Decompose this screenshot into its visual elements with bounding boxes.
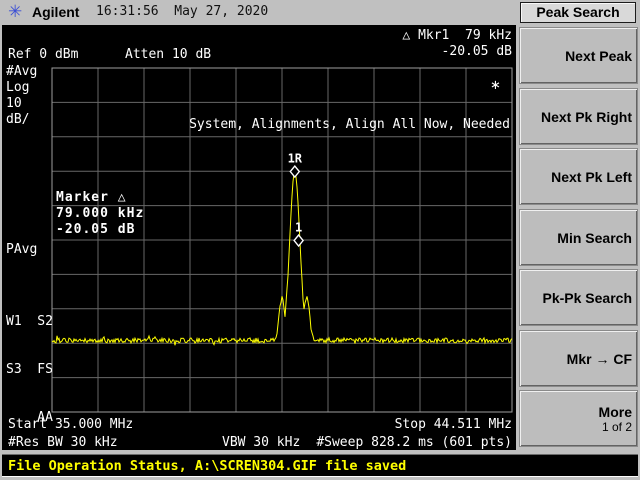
softkey-next-pk-right[interactable]: Next Pk Right (519, 88, 638, 145)
video-bw-label: VBW 30 kHz (222, 435, 301, 450)
softkey-next-pk-left[interactable]: Next Pk Left (519, 148, 638, 205)
softkey-label: Min Search (557, 229, 632, 246)
marker-delta-freq: 79.000 kHz (56, 206, 145, 221)
menu-title: Peak Search (520, 2, 636, 23)
marker-readout-amp: -20.05 dB (441, 44, 512, 59)
softkey-label: Next Pk Right (540, 108, 632, 125)
softkey-min-search[interactable]: Min Search (519, 209, 638, 266)
trace-flag: W1 S2 (6, 314, 53, 329)
system-alignment-message: System, Alignments, Align All Now, Neede… (189, 117, 510, 132)
svg-text:1R: 1R (288, 152, 303, 166)
trace-flag: AA (6, 410, 53, 425)
start-freq-label: Start 35.000 MHz (8, 417, 134, 432)
status-bar: File Operation Status, A:\SCREN304.GIF f… (2, 454, 638, 477)
res-bw-label: #Res BW 30 kHz (8, 435, 118, 450)
ref-level-label: Ref 0 dBm (8, 47, 79, 62)
spectrum-plot: 1R 1 (51, 67, 513, 413)
marker-title: Marker △ (56, 190, 127, 205)
marker-delta-readout-large: Marker △ 79.000 kHz -20.05 dB (56, 190, 144, 238)
lcd-display: 1R 1 △ Mkr1 79 kHz -20.05 dB Ref 0 dBm Att… (2, 25, 516, 473)
agilent-logo-icon: ✳ (8, 2, 23, 22)
softkey-pk-pk-search[interactable]: Pk-Pk Search (519, 269, 638, 326)
stop-freq-label: Stop 44.511 MHz (394, 417, 512, 432)
softkey-label: More (598, 403, 632, 420)
marker-readout: △ Mkr1 79 kHz -20.05 dB (402, 28, 512, 60)
softkey-next-peak[interactable]: Next Peak (519, 27, 638, 84)
uncal-asterisk-icon: ∗ (490, 78, 501, 93)
sweep-time-label: #Sweep 828.2 ms (601 pts) (316, 435, 512, 450)
softkey-label: Mkr → CF (566, 350, 632, 367)
status-message: File Operation Status, A:\SCREN304.GIF f… (8, 458, 407, 474)
softkey-label: Next Pk Left (551, 168, 632, 185)
softkey-label: Next Peak (565, 47, 632, 64)
svg-text:1: 1 (295, 221, 302, 235)
pavg-label: PAvg (6, 242, 38, 257)
softkey-sublabel: 1 of 2 (601, 419, 632, 434)
softkey-mkr-to-cf[interactable]: Mkr → CF (519, 330, 638, 387)
attenuation-label: Atten 10 dB (125, 47, 212, 62)
datetime-label: 16:31:56 May 27, 2020 (96, 4, 269, 19)
softkey-label: Pk-Pk Search (542, 289, 633, 306)
marker-delta-amp: -20.05 dB (56, 222, 136, 237)
trace-flag: S3 FS (6, 362, 53, 377)
amplitude-scale-labels: #Avg Log 10 dB/ (6, 64, 38, 127)
marker-readout-freq: △ Mkr1 79 kHz (402, 28, 512, 43)
brand-name: Agilent (32, 4, 80, 20)
softkey-more[interactable]: More 1 of 2 (519, 390, 638, 447)
